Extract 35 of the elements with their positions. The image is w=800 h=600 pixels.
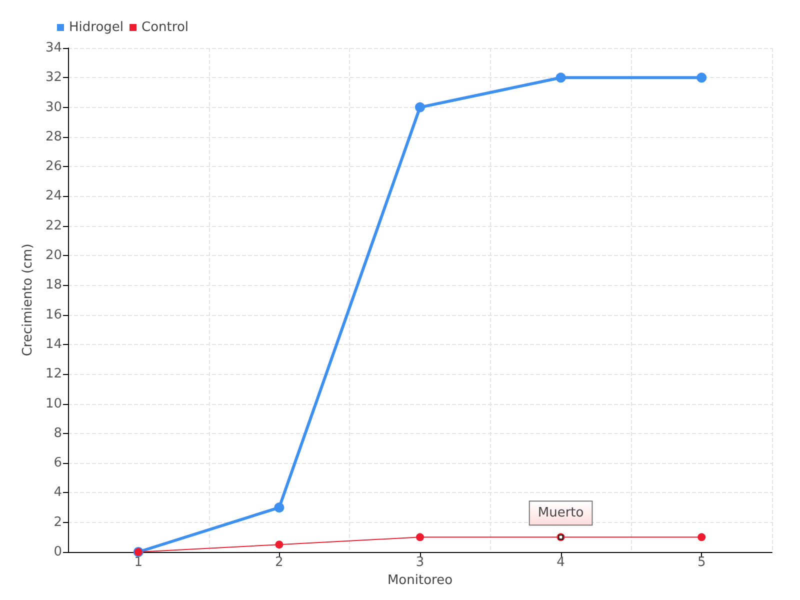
- y-tick-label: 22: [45, 218, 62, 234]
- y-axis-title: Crecimiento (cm): [20, 244, 36, 356]
- x-tick-label: 1: [134, 555, 143, 570]
- y-tick-label: 14: [45, 336, 62, 352]
- y-tick-label: 8: [54, 426, 62, 441]
- point: [274, 502, 284, 513]
- point: [556, 72, 566, 83]
- point: [416, 533, 424, 542]
- y-tick-label: 10: [45, 396, 62, 412]
- y-tick-label: 26: [45, 159, 62, 174]
- legend-label: Control: [142, 20, 189, 35]
- x-tick-label: 2: [275, 555, 284, 570]
- y-tick-label: 20: [45, 248, 62, 264]
- x-axis-title: Monitoreo: [387, 572, 453, 588]
- y-tick-label: 2: [54, 514, 62, 530]
- y-tick-label: 24: [45, 188, 62, 204]
- y-tick-label: 28: [45, 129, 62, 144]
- y-tick-label: 12: [45, 366, 62, 382]
- y-tick-label: 4: [54, 485, 62, 500]
- y-tick-label: 30: [45, 100, 62, 115]
- x-tick-label: 3: [416, 555, 424, 570]
- y-tick-label: 34: [45, 40, 62, 56]
- y-tick-label: 18: [45, 278, 62, 293]
- y-tick-label: 6: [54, 456, 62, 471]
- point: [696, 72, 707, 83]
- x-tick-label: 5: [697, 555, 706, 570]
- y-tick-label: 16: [45, 307, 62, 322]
- y-tick-label: 0: [54, 544, 62, 560]
- point: [415, 102, 425, 112]
- x-tick-label: 4: [556, 555, 565, 570]
- y-tick-label: 32: [45, 70, 62, 86]
- point: [698, 533, 706, 542]
- point: [275, 540, 284, 549]
- annotation: Muerto: [538, 506, 584, 521]
- legend-label: Hidrogel: [69, 20, 124, 35]
